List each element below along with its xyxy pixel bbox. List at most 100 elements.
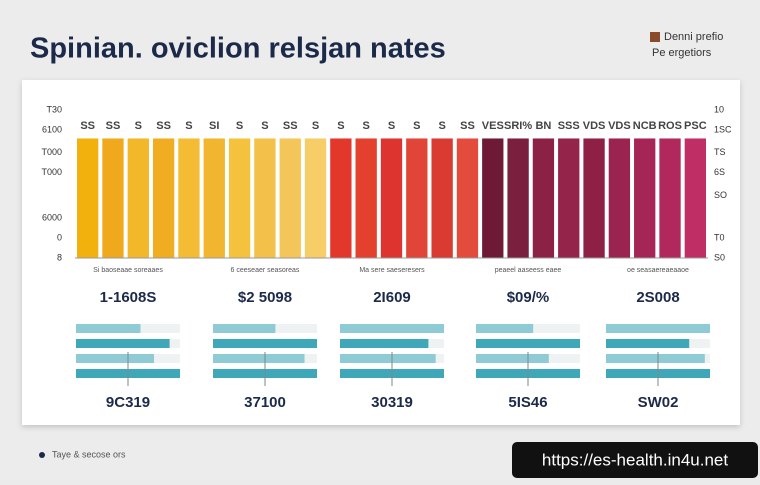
bar-label: SS	[106, 120, 121, 132]
bar	[482, 138, 504, 258]
bar-label: SSS	[558, 120, 580, 132]
mini-bar	[213, 339, 317, 348]
legend-item: Denni prefio	[664, 31, 723, 43]
mini-bar	[213, 354, 305, 363]
bar	[659, 138, 681, 258]
bar-label: S	[261, 120, 268, 132]
bar-label: ROS	[658, 120, 682, 132]
bar-label: S	[413, 120, 420, 132]
bar-label: SRI%	[504, 120, 532, 132]
bar	[77, 138, 99, 258]
bar	[254, 138, 276, 258]
mini-bar	[476, 354, 549, 363]
summary-caption: Ma sere saeseresers	[359, 267, 425, 274]
mini-bar	[340, 324, 444, 333]
bar-label: SS	[460, 120, 475, 132]
y-tick-label: 6100	[42, 124, 62, 134]
bar	[102, 138, 124, 258]
bar	[532, 138, 555, 258]
bar	[127, 138, 149, 258]
mini-bar	[76, 354, 154, 363]
bar	[558, 138, 580, 258]
bar	[203, 138, 225, 258]
summary-headline: 1-1608S	[100, 289, 157, 306]
bar-label: PSC	[684, 120, 707, 132]
y2-tick-label: 10	[714, 104, 724, 114]
bar	[507, 138, 529, 258]
y2-tick-label: S0	[714, 252, 725, 262]
summary-caption: Si baoseaae soreaaes	[93, 267, 163, 274]
bar	[178, 138, 200, 258]
bar-label: SI	[209, 120, 219, 132]
summary-caption: peaeel aaseess eaee	[495, 267, 562, 274]
y-tick-label: 8	[57, 252, 62, 262]
bar	[228, 138, 251, 258]
watermark: https://es-health.in4u.net	[542, 450, 728, 469]
summary-headline: 2S008	[636, 289, 679, 306]
bar-label: VDS	[583, 120, 606, 132]
y-tick-label: T000	[41, 167, 62, 177]
summary-total: 30319	[371, 394, 413, 411]
bar	[634, 138, 656, 258]
bar-label: S	[236, 120, 243, 132]
bar-label: SS	[156, 120, 171, 132]
mini-bar	[340, 354, 436, 363]
mini-bar	[606, 339, 690, 348]
mini-bar	[213, 324, 276, 333]
mini-bar	[476, 324, 534, 333]
bar	[279, 138, 301, 258]
summary-headline: $09/%	[507, 289, 550, 306]
bar	[431, 138, 453, 258]
bar-label: S	[185, 120, 192, 132]
summary-total: SW02	[638, 394, 679, 411]
bar-label: SS	[80, 120, 95, 132]
bar	[355, 138, 377, 258]
bar-label: S	[388, 120, 395, 132]
footer: Taye & secose ors	[52, 449, 126, 459]
y2-tick-label: TS	[714, 147, 726, 157]
bar	[684, 138, 706, 258]
bar-label: S	[135, 120, 142, 132]
y-tick-label: 0	[57, 232, 62, 242]
bar-label: NCB	[633, 120, 657, 132]
mini-bar	[340, 339, 429, 348]
y2-tick-label: T0	[714, 232, 725, 242]
legend-swatch	[650, 32, 660, 42]
y-tick-label: T30	[46, 104, 62, 114]
mini-bar	[76, 339, 170, 348]
y-tick-label: 6000	[42, 213, 62, 223]
summary-headline: 2I609	[373, 289, 411, 306]
bar	[304, 138, 327, 258]
bar-label: VDS	[608, 120, 631, 132]
bar-label: S	[438, 120, 445, 132]
watermark-box	[512, 442, 758, 478]
bar	[380, 138, 403, 258]
y2-tick-label: SO	[714, 190, 727, 200]
bar	[583, 138, 605, 258]
y-tick-label: T000	[41, 147, 62, 157]
bar-label: BN	[535, 120, 551, 132]
mini-bar	[606, 324, 710, 333]
bar	[152, 138, 175, 258]
legend-item: Pe ergetiors	[652, 47, 712, 59]
y2-tick-label: 6S	[714, 167, 725, 177]
bar	[608, 138, 631, 258]
bar-label: S	[312, 120, 319, 132]
bar-label: VES	[482, 120, 504, 132]
footer-dot	[39, 452, 45, 458]
bar-label: SS	[283, 120, 298, 132]
bar	[406, 138, 428, 258]
summary-total: 9C319	[106, 394, 150, 411]
bar-label: S	[363, 120, 370, 132]
summary-total: 37100	[244, 394, 286, 411]
summary-total: 5IS46	[508, 394, 547, 411]
chart-title: Spinian. oviclion relsjan nates	[30, 33, 446, 65]
mini-bar	[606, 354, 705, 363]
summary-caption: oe seasaereaeaaoe	[627, 267, 689, 274]
bar	[456, 138, 479, 258]
mini-bar	[76, 324, 141, 333]
summary-headline: $2 5098	[238, 289, 292, 306]
summary-caption: 6 ceeseaer seasoreas	[231, 267, 300, 274]
mini-bar	[476, 339, 580, 348]
